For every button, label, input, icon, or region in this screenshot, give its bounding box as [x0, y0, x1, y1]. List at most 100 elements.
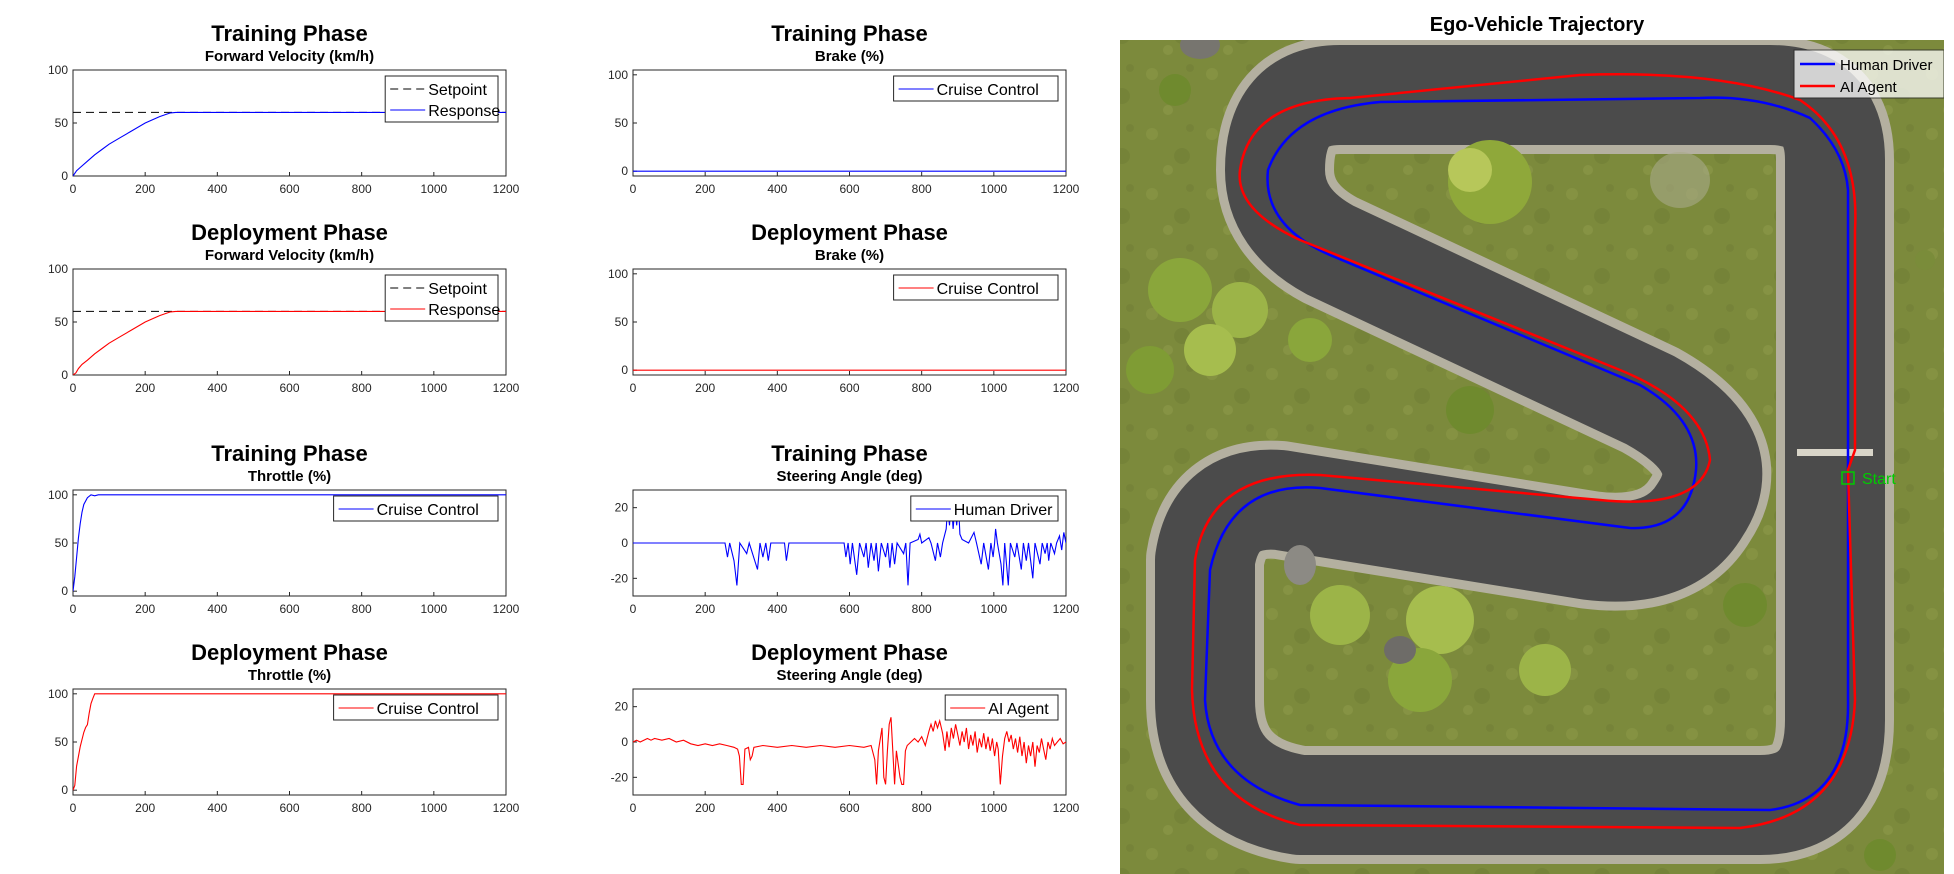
legend: Cruise Control [333, 694, 499, 721]
y-tick-label: -20 [611, 571, 629, 585]
y-tick-label: 100 [608, 267, 628, 281]
x-tick-label: 1000 [980, 381, 1007, 395]
track-legend: Human Driver AI Agent [1793, 49, 1944, 99]
y-tick-label: 0 [61, 783, 68, 797]
legend: Cruise Control [893, 75, 1059, 102]
series-cruise-control [73, 494, 506, 592]
x-tick-label: 0 [630, 182, 637, 196]
trees [1126, 74, 1935, 871]
x-tick-label: 800 [912, 381, 932, 395]
tr-brake-panel: Training Phase Brake (%) 0 200 400 600 800 1000… [608, 21, 1080, 196]
x-tick-label: 1200 [493, 602, 520, 616]
y-tick-label: 50 [55, 536, 69, 550]
legend-entry: Cruise Control [937, 281, 1039, 298]
subplot-title: Throttle (%) [248, 667, 331, 684]
x-tick-label: 800 [912, 182, 932, 196]
series-cruise-control [73, 693, 506, 791]
y-tick-label: 20 [615, 501, 629, 515]
track-title: Ego-Vehicle Trajectory [1430, 14, 1645, 36]
x-tick-label: 200 [135, 801, 155, 815]
x-tick-label: 0 [630, 602, 637, 616]
legend-human-driver: Human Driver [1840, 57, 1933, 74]
x-tick-label: 800 [352, 801, 372, 815]
subplot-title: Forward Velocity (km/h) [205, 48, 374, 65]
start-line [1797, 449, 1873, 456]
y-tick-label: 50 [55, 735, 69, 749]
human-driver-trajectory [1203, 96, 1850, 812]
legend: Setpoint Response [384, 274, 500, 322]
x-tick-label: 400 [207, 381, 227, 395]
x-tick-label: 0 [70, 602, 77, 616]
x-tick-label: 800 [912, 602, 932, 616]
phase-title: Deployment Phase [191, 220, 388, 245]
x-tick-label: 1000 [980, 182, 1007, 196]
x-tick-label: 600 [839, 602, 859, 616]
subplot-title: Throttle (%) [248, 468, 331, 485]
start-marker [1841, 471, 1855, 485]
y-tick-label: 100 [48, 63, 68, 77]
y-tick-label: 100 [48, 262, 68, 276]
x-tick-label: 400 [207, 801, 227, 815]
x-tick-label: 1200 [493, 182, 520, 196]
series-response [73, 111, 506, 176]
x-tick-label: 200 [695, 182, 715, 196]
subplot-title: Brake (%) [815, 48, 884, 65]
x-tick-label: 400 [767, 801, 787, 815]
x-tick-label: 1200 [493, 801, 520, 815]
y-tick-label: 50 [615, 116, 629, 130]
dp-vel-panel: Deployment Phase Forward Velocity (km/h) 0… [48, 220, 520, 395]
x-tick-label: 1200 [1053, 182, 1080, 196]
y-tick-label: 0 [621, 164, 628, 178]
y-tick-label: 50 [615, 315, 629, 329]
tr-vel-panel: Training Phase Forward Velocity (km/h) 0 20… [48, 21, 520, 196]
legend-entry: Human Driver [954, 502, 1053, 519]
y-tick-label: 20 [615, 700, 629, 714]
rocks [1180, 40, 1710, 664]
y-tick-label: 50 [55, 315, 69, 329]
y-tick-label: 100 [48, 687, 68, 701]
series-ai-agent [633, 717, 1066, 785]
x-tick-label: 600 [839, 182, 859, 196]
subplot-title: Forward Velocity (km/h) [205, 247, 374, 264]
legend-entry: Setpoint [428, 82, 487, 99]
x-tick-label: 600 [839, 381, 859, 395]
x-tick-label: 1200 [1053, 381, 1080, 395]
x-tick-label: 0 [630, 381, 637, 395]
series-response [73, 310, 506, 375]
y-tick-label: 100 [48, 488, 68, 502]
legend: Setpoint Response [384, 75, 500, 123]
y-tick-label: 50 [55, 116, 69, 130]
subplot-title: Brake (%) [815, 247, 884, 264]
x-tick-label: 400 [207, 182, 227, 196]
ai-agent-trajectory [1190, 73, 1857, 830]
x-tick-label: 1200 [1053, 801, 1080, 815]
phase-title: Training Phase [211, 21, 368, 46]
series-human-driver [633, 500, 1066, 586]
x-tick-label: 600 [279, 182, 299, 196]
x-tick-label: 1200 [493, 381, 520, 395]
x-tick-label: 200 [695, 381, 715, 395]
phase-title: Deployment Phase [751, 220, 948, 245]
y-tick-label: 0 [621, 363, 628, 377]
x-tick-label: 1000 [420, 602, 447, 616]
x-tick-label: 1000 [980, 801, 1007, 815]
x-tick-label: 200 [135, 182, 155, 196]
x-tick-label: 600 [279, 801, 299, 815]
y-tick-label: 0 [61, 368, 68, 382]
x-tick-label: 1200 [1053, 602, 1080, 616]
x-tick-label: 1000 [980, 602, 1007, 616]
x-tick-label: 1000 [420, 801, 447, 815]
start-label: Start [1862, 471, 1896, 488]
phase-title: Deployment Phase [751, 640, 948, 665]
x-tick-label: 200 [695, 801, 715, 815]
time-series-panels: Training Phase Forward Velocity (km/h) 0 20… [48, 21, 1080, 815]
legend-entry: Response [428, 302, 500, 319]
tr-thr-panel: Training Phase Throttle (%) 0 200 400 600 800 1… [48, 441, 520, 616]
phase-title: Training Phase [771, 21, 928, 46]
legend-ai-agent: AI Agent [1840, 79, 1898, 96]
x-tick-label: 400 [767, 182, 787, 196]
subplot-title: Steering Angle (deg) [776, 468, 922, 485]
legend: Human Driver [910, 495, 1059, 522]
